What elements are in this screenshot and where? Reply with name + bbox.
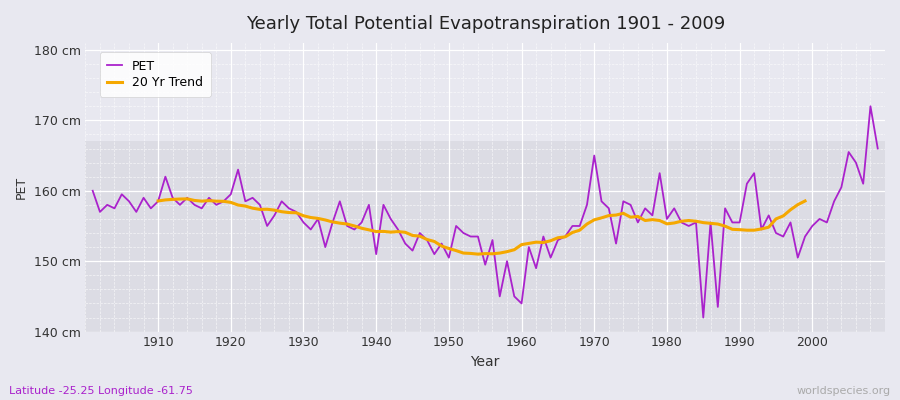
X-axis label: Year: Year [471,355,500,369]
20 Yr Trend [720,224,731,228]
PET [865,104,876,109]
20 Yr Trend [153,198,164,203]
Line: 20 Yr Trend: 20 Yr Trend [158,199,805,254]
Text: Latitude -25.25 Longitude -61.75: Latitude -25.25 Longitude -61.75 [9,386,193,396]
PET [87,188,98,193]
Legend: PET, 20 Yr Trend: PET, 20 Yr Trend [100,52,211,97]
PET [698,315,708,320]
20 Yr Trend [618,211,629,216]
PET [305,227,316,232]
PET [517,301,527,306]
20 Yr Trend [799,198,810,203]
20 Yr Trend [472,252,483,256]
Text: worldspecies.org: worldspecies.org [796,386,891,396]
PET [872,146,883,151]
20 Yr Trend [705,221,716,226]
PET [508,294,519,299]
Line: PET: PET [93,106,878,318]
Y-axis label: PET: PET [15,176,28,199]
PET [349,227,360,232]
20 Yr Trend [785,207,796,212]
PET [146,206,157,211]
Title: Yearly Total Potential Evapotranspiration 1901 - 2009: Yearly Total Potential Evapotranspiratio… [246,15,724,33]
PET [603,206,614,211]
20 Yr Trend [248,206,258,210]
20 Yr Trend [182,196,193,201]
Bar [86,43,885,142]
20 Yr Trend [356,226,367,231]
